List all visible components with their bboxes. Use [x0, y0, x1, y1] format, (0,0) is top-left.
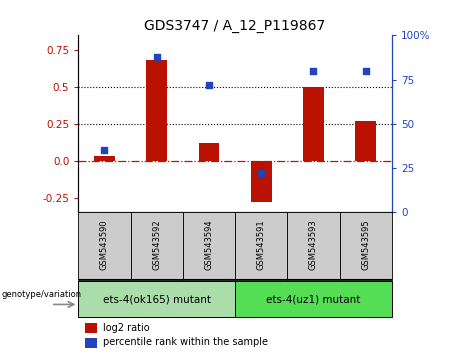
Bar [85, 324, 97, 333]
Bar [78, 212, 130, 280]
Text: GSM543592: GSM543592 [152, 219, 161, 270]
Bar [287, 212, 340, 280]
Text: GSM543591: GSM543591 [257, 219, 266, 270]
Bar [235, 212, 287, 280]
Point [153, 54, 160, 59]
Bar [199, 143, 219, 161]
Text: GSM543593: GSM543593 [309, 219, 318, 270]
Bar [251, 161, 272, 202]
Bar [146, 61, 167, 161]
Text: ets-4(ok165) mutant: ets-4(ok165) mutant [103, 294, 211, 304]
Bar [235, 281, 392, 317]
Point [205, 82, 213, 88]
Text: genotype/variation: genotype/variation [1, 290, 82, 299]
Text: percentile rank within the sample: percentile rank within the sample [103, 337, 268, 348]
Bar [78, 281, 235, 317]
Bar [94, 156, 115, 161]
Bar [303, 87, 324, 161]
Text: GSM543595: GSM543595 [361, 219, 370, 270]
Title: GDS3747 / A_12_P119867: GDS3747 / A_12_P119867 [144, 19, 326, 33]
Point [310, 68, 317, 74]
Bar [183, 212, 235, 280]
Bar [130, 212, 183, 280]
Text: ets-4(uz1) mutant: ets-4(uz1) mutant [266, 294, 361, 304]
Point [362, 68, 369, 74]
Bar [85, 338, 97, 348]
Point [258, 171, 265, 176]
Text: log2 ratio: log2 ratio [103, 322, 150, 332]
Bar [340, 212, 392, 280]
Text: GSM543590: GSM543590 [100, 219, 109, 270]
Bar [355, 121, 376, 161]
Text: GSM543594: GSM543594 [205, 219, 213, 270]
Point [101, 148, 108, 153]
